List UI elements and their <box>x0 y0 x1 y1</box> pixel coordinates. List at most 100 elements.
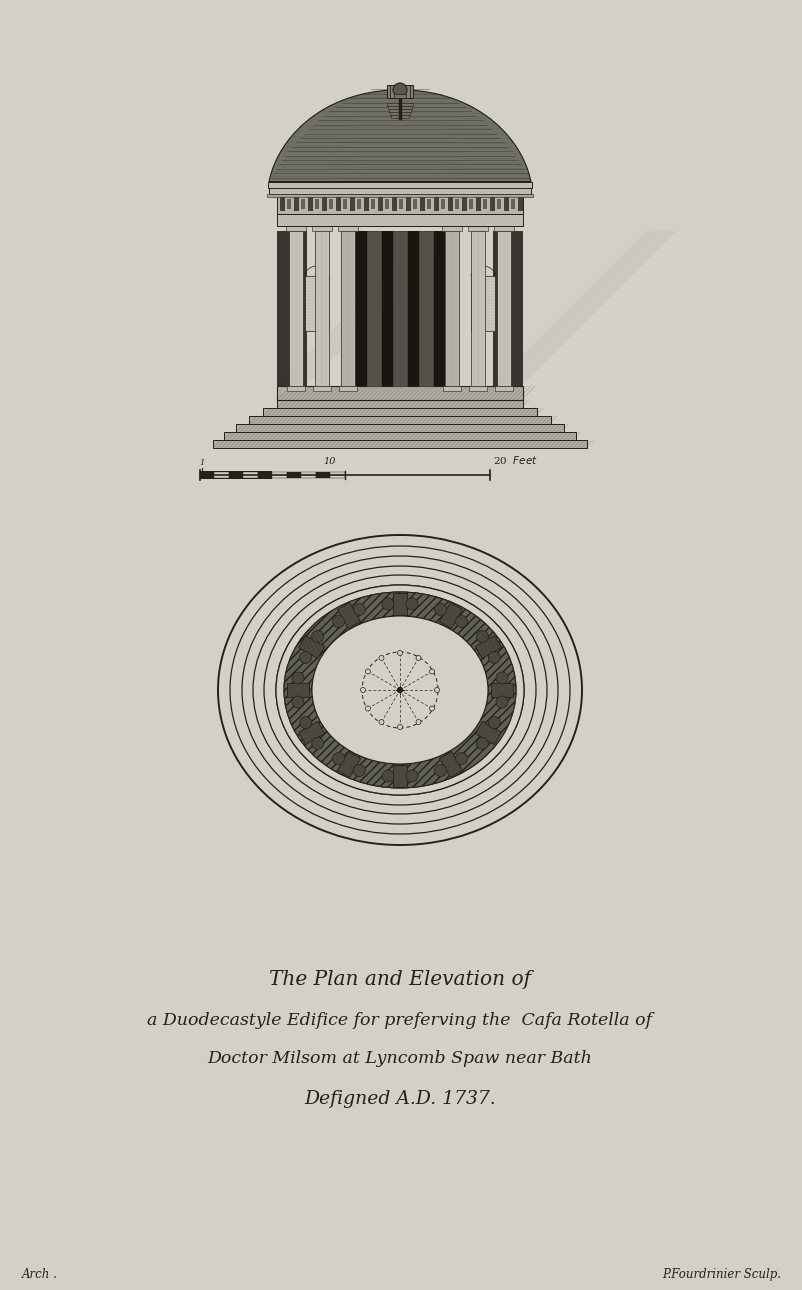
Bar <box>468 199 472 209</box>
Bar <box>394 94 406 98</box>
Bar <box>367 231 380 386</box>
Polygon shape <box>293 649 320 660</box>
Bar <box>387 103 412 106</box>
Bar <box>308 197 313 212</box>
Polygon shape <box>390 764 395 788</box>
Circle shape <box>434 688 439 693</box>
Polygon shape <box>464 623 487 641</box>
Circle shape <box>406 599 418 610</box>
Polygon shape <box>293 719 320 731</box>
Polygon shape <box>457 617 479 636</box>
Polygon shape <box>457 744 479 764</box>
Bar <box>312 226 331 231</box>
Circle shape <box>360 688 365 693</box>
Polygon shape <box>472 633 496 650</box>
Polygon shape <box>323 614 344 635</box>
Bar <box>388 108 411 112</box>
Polygon shape <box>285 675 313 681</box>
Circle shape <box>365 706 370 711</box>
Polygon shape <box>442 753 460 775</box>
Polygon shape <box>404 592 410 617</box>
Polygon shape <box>392 765 407 787</box>
Polygon shape <box>445 606 463 628</box>
Polygon shape <box>448 608 466 630</box>
Polygon shape <box>374 593 383 618</box>
Polygon shape <box>475 721 500 744</box>
Circle shape <box>476 738 488 749</box>
Text: Arch .: Arch . <box>22 1268 58 1281</box>
Polygon shape <box>312 623 335 641</box>
Polygon shape <box>318 742 339 761</box>
Polygon shape <box>340 604 357 627</box>
Text: 20  $\mathit{Feet}$: 20 $\mathit{Feet}$ <box>492 454 537 466</box>
Polygon shape <box>362 596 374 620</box>
Polygon shape <box>476 642 503 657</box>
Polygon shape <box>484 710 512 719</box>
Polygon shape <box>298 640 324 654</box>
Polygon shape <box>269 90 530 182</box>
Polygon shape <box>343 602 359 626</box>
Polygon shape <box>298 721 324 744</box>
Bar <box>236 424 563 432</box>
Polygon shape <box>487 681 515 686</box>
Bar <box>489 197 494 212</box>
Polygon shape <box>455 614 476 635</box>
Polygon shape <box>445 752 463 774</box>
Polygon shape <box>354 599 368 622</box>
Polygon shape <box>416 762 426 786</box>
Bar <box>200 472 214 479</box>
Polygon shape <box>378 762 386 787</box>
Polygon shape <box>291 651 318 663</box>
Circle shape <box>415 655 420 660</box>
Polygon shape <box>337 752 360 778</box>
Polygon shape <box>398 764 402 788</box>
Circle shape <box>365 670 370 673</box>
Polygon shape <box>452 611 472 632</box>
Circle shape <box>455 615 467 627</box>
Bar <box>384 199 388 209</box>
Bar <box>387 106 411 108</box>
Polygon shape <box>386 764 392 788</box>
Ellipse shape <box>276 584 524 795</box>
Polygon shape <box>404 764 410 788</box>
Polygon shape <box>490 682 512 697</box>
Polygon shape <box>298 636 324 659</box>
Polygon shape <box>470 631 494 648</box>
Bar <box>342 199 346 209</box>
Polygon shape <box>284 697 312 702</box>
Polygon shape <box>286 704 314 712</box>
Polygon shape <box>333 751 351 773</box>
Polygon shape <box>488 685 516 689</box>
Polygon shape <box>480 651 508 663</box>
Polygon shape <box>321 617 342 636</box>
Text: 1: 1 <box>199 459 205 467</box>
Text: Doctor Milsom at Lyncomb Spaw near Bath: Doctor Milsom at Lyncomb Spaw near Bath <box>207 1050 592 1067</box>
Text: a Duodecastyle Edifice for preferving the  Cafa Rotella of: a Duodecastyle Edifice for preferving th… <box>148 1011 652 1029</box>
Polygon shape <box>428 597 441 620</box>
Polygon shape <box>370 595 379 618</box>
Polygon shape <box>326 747 346 769</box>
Bar <box>272 472 286 479</box>
Polygon shape <box>462 740 484 760</box>
Polygon shape <box>378 593 386 618</box>
Bar <box>229 472 243 479</box>
Polygon shape <box>284 685 312 689</box>
Polygon shape <box>484 707 512 716</box>
Polygon shape <box>307 734 331 752</box>
Polygon shape <box>464 739 487 757</box>
Circle shape <box>292 697 304 708</box>
Polygon shape <box>419 761 430 786</box>
Circle shape <box>332 615 344 627</box>
Polygon shape <box>466 626 489 644</box>
Polygon shape <box>291 716 318 729</box>
Polygon shape <box>336 606 354 628</box>
Polygon shape <box>422 596 433 619</box>
Bar <box>257 472 272 479</box>
Polygon shape <box>294 645 321 659</box>
Circle shape <box>392 83 407 97</box>
Bar <box>277 400 522 408</box>
Bar <box>341 231 354 386</box>
Bar <box>335 197 341 212</box>
Polygon shape <box>314 620 338 640</box>
Polygon shape <box>480 716 508 729</box>
